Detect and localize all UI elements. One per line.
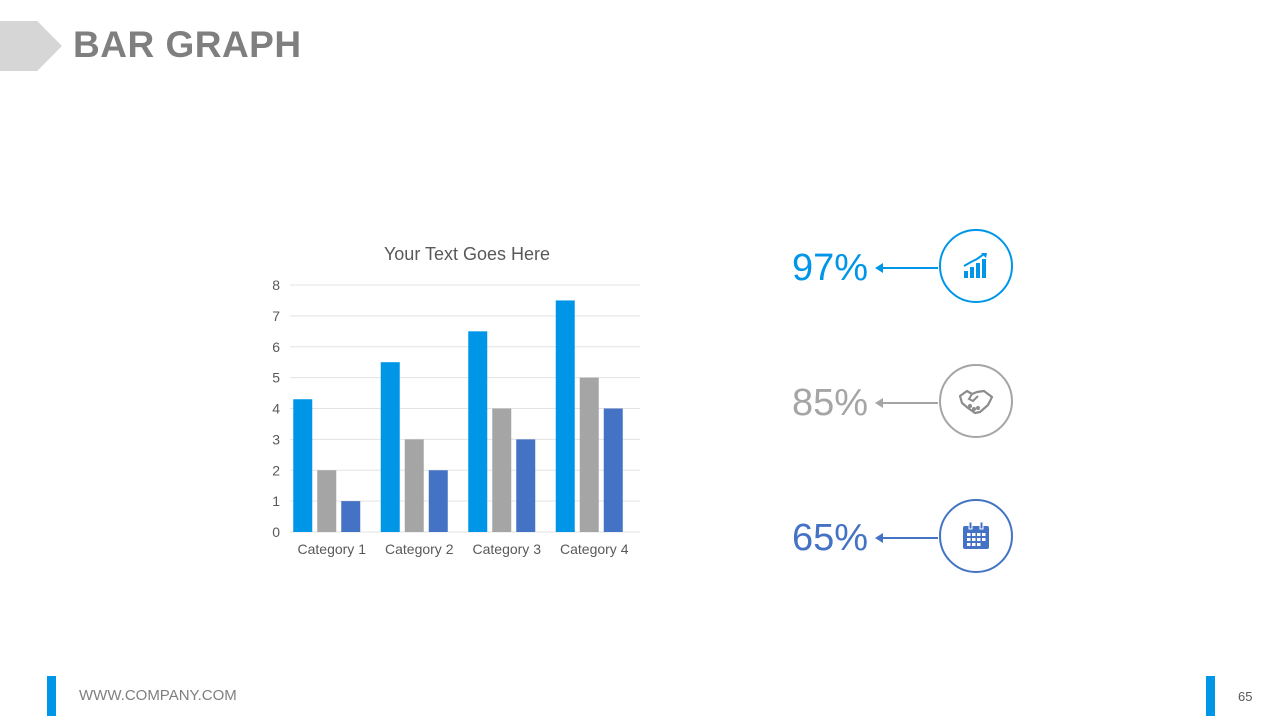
x-tick-label: Category 4 bbox=[560, 541, 629, 557]
chart-title: Your Text Goes Here bbox=[384, 244, 550, 264]
stat-circle bbox=[939, 364, 1013, 438]
growth-chart-icon bbox=[963, 253, 987, 278]
y-tick-label: 3 bbox=[272, 431, 280, 447]
bar bbox=[428, 470, 448, 532]
arrow-left-icon bbox=[875, 398, 938, 408]
bar bbox=[317, 470, 337, 532]
stat-growth: 97% bbox=[790, 229, 1030, 309]
y-tick-label: 0 bbox=[272, 524, 280, 540]
bar-chart: Your Text Goes Here 0 1 2 3 4 5 6 7 8 Category 1 Ca… bbox=[272, 244, 640, 557]
x-tick-label: Category 3 bbox=[473, 541, 542, 557]
arrow-left-icon bbox=[875, 263, 938, 273]
bar bbox=[404, 439, 424, 532]
page-number: 65 bbox=[1238, 689, 1253, 704]
bar bbox=[341, 501, 361, 532]
bar bbox=[516, 439, 536, 532]
y-tick-label: 1 bbox=[272, 493, 280, 509]
stat-handshake: 85% bbox=[790, 364, 1030, 444]
stat-calendar: 65% bbox=[790, 499, 1030, 579]
page-title: BAR GRAPH bbox=[73, 24, 302, 65]
x-tick-label: Category 1 bbox=[298, 541, 367, 557]
x-tick-label: Category 2 bbox=[385, 541, 454, 557]
calendar-icon bbox=[963, 521, 989, 549]
bar bbox=[468, 331, 488, 532]
bar bbox=[555, 300, 575, 532]
y-tick-label: 4 bbox=[272, 401, 280, 417]
stat-value: 97% bbox=[792, 247, 869, 289]
title-tab-shape bbox=[0, 21, 62, 71]
y-tick-label: 8 bbox=[272, 277, 280, 293]
footer-url: WWW.COMPANY.COM bbox=[79, 687, 237, 704]
stat-value: 65% bbox=[792, 517, 869, 559]
page-number-accent-bar bbox=[1206, 676, 1215, 716]
footer-accent-bar bbox=[47, 676, 56, 716]
bar bbox=[603, 408, 623, 532]
bar bbox=[492, 408, 512, 532]
handshake-icon bbox=[958, 389, 994, 415]
y-tick-label: 2 bbox=[272, 462, 280, 478]
bar bbox=[380, 362, 400, 532]
stat-circle bbox=[939, 499, 1013, 573]
y-tick-label: 7 bbox=[272, 308, 280, 324]
y-tick-label: 6 bbox=[272, 339, 280, 355]
bar bbox=[579, 377, 599, 532]
arrow-left-icon bbox=[875, 533, 938, 543]
bar bbox=[293, 399, 313, 532]
stat-circle bbox=[939, 229, 1013, 303]
y-tick-label: 5 bbox=[272, 370, 280, 386]
stat-value: 85% bbox=[792, 382, 869, 424]
